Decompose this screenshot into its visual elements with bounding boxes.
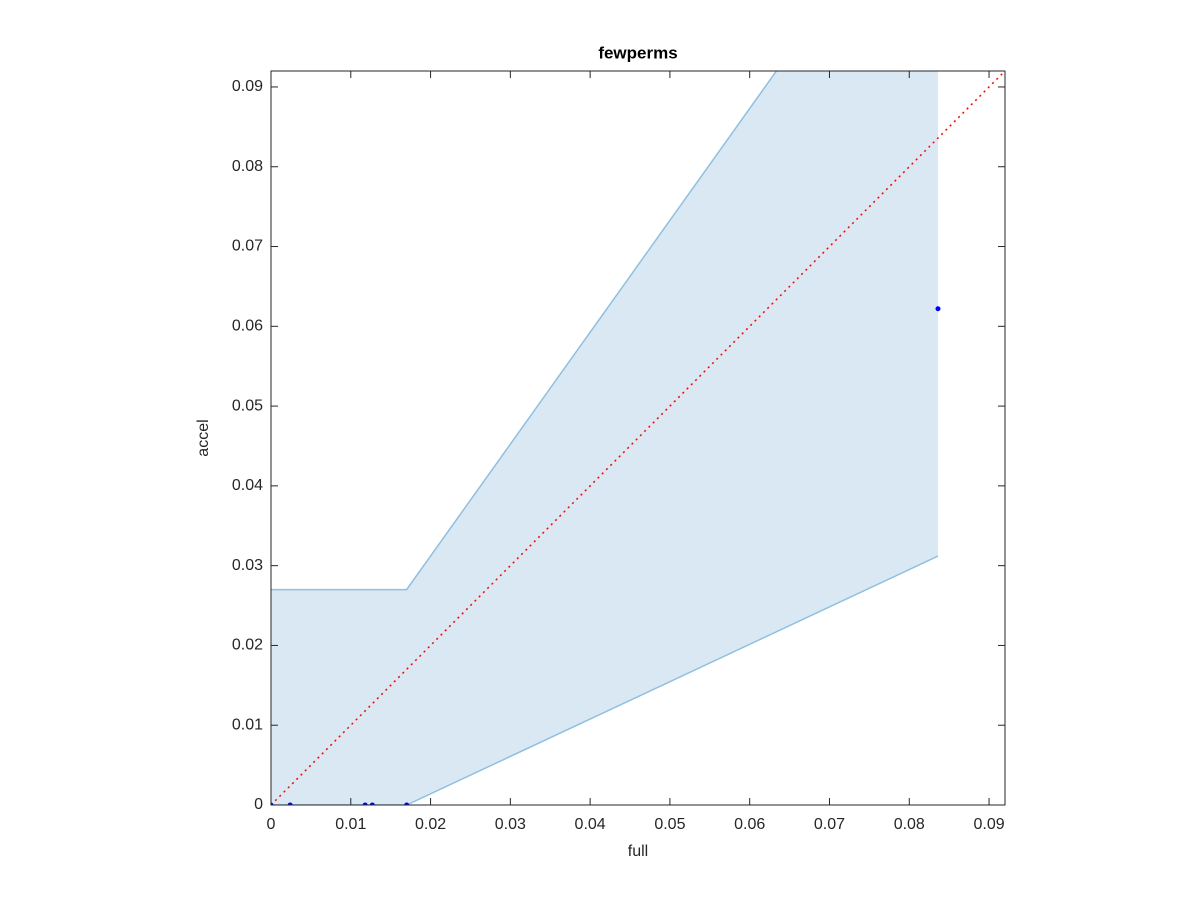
x-tick-label: 0.04 bbox=[575, 816, 606, 833]
y-tick-label: 0.01 bbox=[232, 716, 263, 733]
point bbox=[271, 802, 274, 805]
x-tick-label: 0.02 bbox=[415, 816, 446, 833]
point bbox=[362, 802, 368, 805]
axes-box bbox=[270, 70, 1006, 806]
point bbox=[287, 802, 293, 805]
y-tick-label: 0 bbox=[254, 796, 263, 813]
x-tick-label: 0.07 bbox=[814, 816, 845, 833]
y-tick-label: 0.05 bbox=[232, 397, 263, 414]
y-tick-label: 0.08 bbox=[232, 158, 263, 175]
x-axis-label: full bbox=[628, 843, 648, 860]
y-tick-label: 0.07 bbox=[232, 238, 263, 255]
y-tick-label: 0.03 bbox=[232, 557, 263, 574]
band-fill bbox=[271, 71, 938, 805]
y-tick-label: 0.09 bbox=[232, 78, 263, 95]
x-tick-label: 0.01 bbox=[335, 816, 366, 833]
x-tick-label: 0.03 bbox=[495, 816, 526, 833]
band-upper bbox=[271, 71, 778, 591]
x-tick-label: 0.05 bbox=[654, 816, 685, 833]
x-tick-label: 0 bbox=[267, 816, 276, 833]
reference-line bbox=[271, 71, 1005, 805]
chart-title: fewperms bbox=[598, 43, 677, 62]
y-axis-label: accel bbox=[195, 419, 212, 456]
x-tick-label: 0.06 bbox=[734, 816, 765, 833]
band-lower bbox=[271, 555, 939, 805]
point bbox=[404, 802, 410, 805]
y-tick-label: 0.04 bbox=[232, 477, 263, 494]
x-tick-label: 0.09 bbox=[973, 816, 1004, 833]
x-tick-label: 0.08 bbox=[894, 816, 925, 833]
plot-area bbox=[271, 71, 1005, 805]
y-tick-label: 0.02 bbox=[232, 637, 263, 654]
y-tick-label: 0.06 bbox=[232, 318, 263, 335]
point bbox=[369, 802, 375, 805]
point bbox=[935, 306, 941, 312]
